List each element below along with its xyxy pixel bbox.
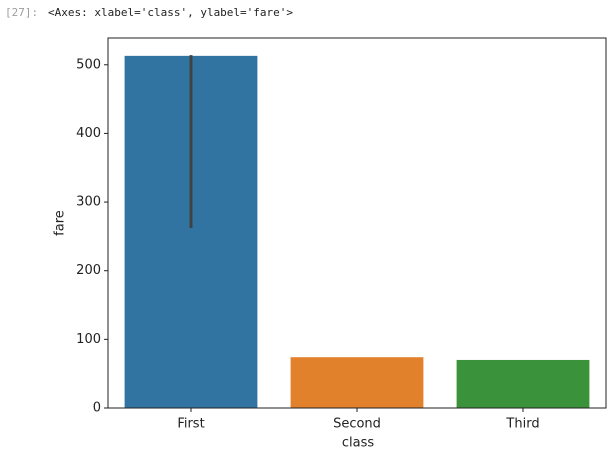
y-tick-label: 300 — [76, 195, 101, 210]
y-tick-label: 500 — [76, 57, 101, 72]
x-tick-label: Second — [333, 417, 381, 432]
x-tick-label: First — [177, 417, 204, 432]
bar — [456, 359, 590, 408]
plot-frame — [107, 37, 607, 409]
bar — [290, 357, 424, 408]
y-axis-label: fare — [53, 210, 68, 236]
output-prompt: [27]: — [5, 6, 38, 19]
y-tick-label: 400 — [76, 126, 101, 141]
x-axis-label: class — [342, 436, 374, 451]
y-tick-label: 100 — [76, 332, 101, 347]
y-tick-label: 0 — [93, 401, 101, 416]
y-tick-label: 200 — [76, 263, 101, 278]
output-text: <Axes: xlabel='class', ylabel='fare'> — [48, 6, 293, 19]
x-tick-label: Third — [505, 417, 539, 432]
